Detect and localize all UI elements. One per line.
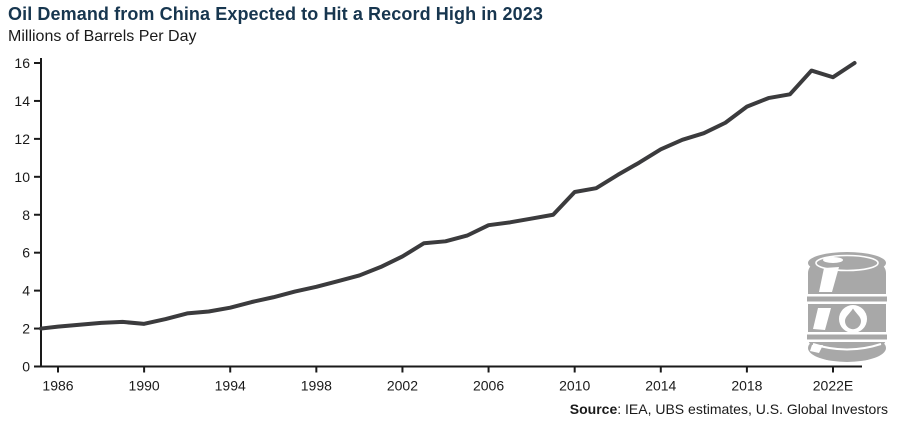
y-tick-label: 8 [22, 207, 30, 223]
x-tick-label: 1986 [42, 378, 73, 394]
y-tick-label: 6 [22, 245, 30, 261]
y-tick-label: 16 [14, 55, 30, 71]
x-tick-label: 1990 [129, 378, 160, 394]
source-label: Source [569, 401, 618, 417]
y-tick-label: 14 [14, 93, 30, 109]
demand-line [39, 61, 857, 331]
y-tick-label: 2 [22, 321, 30, 337]
x-tick-label: 2022E [813, 378, 853, 394]
x-tick-label: 2006 [473, 378, 504, 394]
oil-barrel-icon [807, 252, 887, 362]
x-tick-label: 1998 [301, 378, 332, 394]
source-attribution: Source: IEA, UBS estimates, U.S. Global … [570, 401, 888, 417]
source-text: : IEA, UBS estimates, U.S. Global Invest… [617, 401, 888, 417]
chart-title: Oil Demand from China Expected to Hit a … [8, 4, 544, 24]
y-tick-label: 4 [22, 283, 30, 299]
x-tick-label: 2010 [559, 378, 590, 394]
chart-units-label: Millions of Barrels Per Day [8, 28, 197, 45]
x-tick-label: 1994 [215, 378, 246, 394]
y-tick-label: 10 [14, 169, 30, 185]
x-tick-label: 2002 [387, 378, 418, 394]
x-tick-label: 2018 [731, 378, 762, 394]
y-tick-label: 0 [22, 359, 30, 375]
x-tick-label: 2014 [645, 378, 676, 394]
y-tick-label: 12 [14, 131, 30, 147]
